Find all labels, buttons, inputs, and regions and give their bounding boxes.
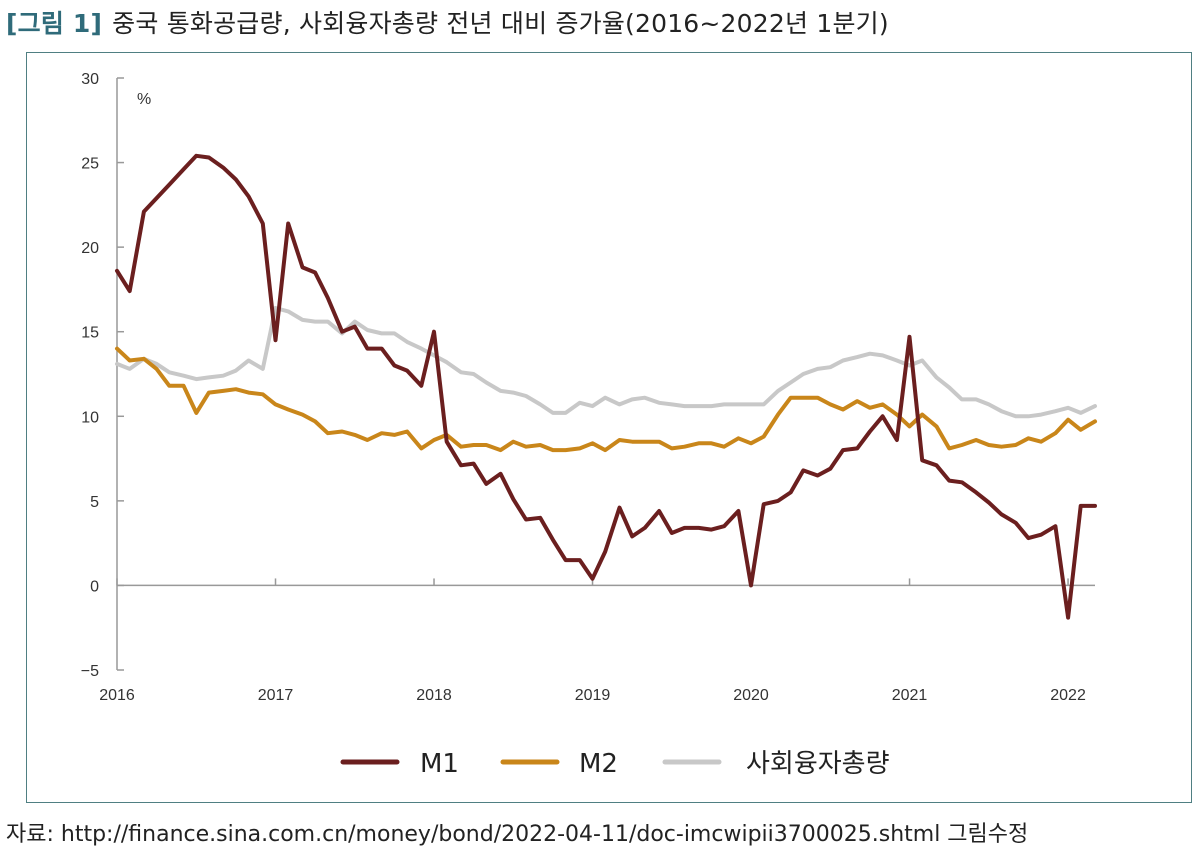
legend-label-2: M2 [579,749,618,779]
y-tick-label: −5 [81,663,99,680]
x-tick-label: 2021 [892,687,928,704]
figure-tag: [그림 1] [6,9,103,38]
x-tick-label: 2017 [258,687,294,704]
y-tick-label: 20 [81,240,99,257]
x-tick-label: 2016 [99,687,135,704]
y-tick-label: 30 [81,71,99,88]
chart-axes: −5 0 5 10 15 20 25 30 2016 2017 2018 2019 2020 2021 20… [81,71,1095,704]
x-tick-label: 2022 [1050,687,1086,704]
y-tick-label: 0 [90,578,99,595]
chart-legend: M1 M2 사회융자총량 [340,749,890,779]
series-line-2 [115,346,1097,453]
source-note: 자료: http://finance.sina.com.cn/money/bon… [6,822,1029,847]
legend-label-1: M1 [420,749,459,779]
figure-title-text: 중국 통화공급량, 사회융자총량 전년 대비 증가율(2016~2022년 1분… [112,9,889,38]
series-line-3 [115,306,1097,419]
x-tick-label: 2018 [416,687,452,704]
chart-lines [115,153,1097,620]
chart-frame [26,52,1192,803]
x-tick-label: 2020 [733,687,769,704]
x-tick-label: 2019 [575,687,611,704]
y-tick-label: 25 [81,156,99,173]
legend-label-3: 사회융자총량 [746,749,890,779]
series-line-1 [115,153,1097,620]
y-tick-label: 10 [81,409,99,426]
y-tick-label: 15 [81,325,99,342]
figure-title: [그림 1] 중국 통화공급량, 사회융자총량 전년 대비 증가율(2016~20… [6,4,889,40]
y-tick-label: 5 [90,494,99,511]
line-chart: −5 0 5 10 15 20 25 30 2016 2017 2018 2019 2020 2021 20… [81,71,1097,779]
y-unit-label: % [137,91,151,108]
